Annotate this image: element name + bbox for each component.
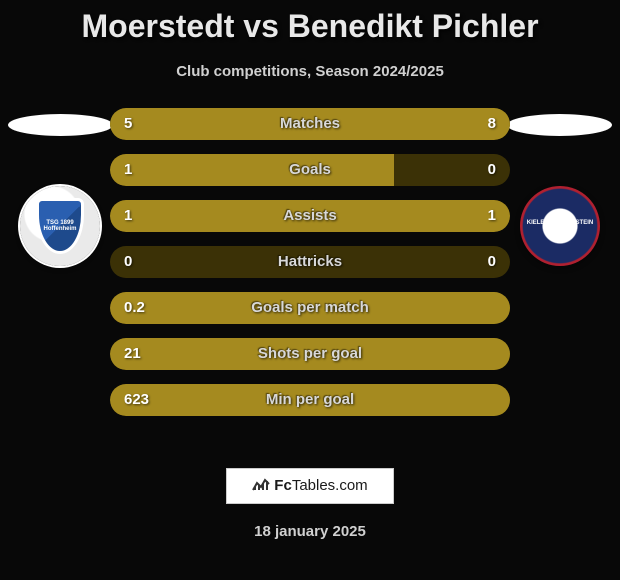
stat-row: Matches5 8 (110, 108, 510, 140)
brand-text: FcTables.com (274, 477, 367, 495)
bar-value-left: 1 (124, 200, 132, 232)
stat-row: Shots per goal21 (110, 338, 510, 370)
source-badge[interactable]: FcTables.com (226, 468, 394, 504)
bar-label: Assists (110, 200, 510, 232)
bar-value-left: 623 (124, 384, 149, 416)
crest-right-ring-text: KIELER S.V. HOLSTEIN VON 1900 (520, 220, 600, 232)
bar-value-left: 21 (124, 338, 141, 370)
subtitle: Club competitions, Season 2024/2025 (0, 63, 620, 80)
club-crest-left: TSG 1899 Hoffenheim (20, 186, 100, 266)
bar-value-left: 5 (124, 108, 132, 140)
bar-value-left: 0 (124, 246, 132, 278)
stat-row: Goals per match0.2 (110, 292, 510, 324)
club-crest-right: KIELER S.V. HOLSTEIN VON 1900 (520, 186, 600, 266)
chart-icon (252, 477, 270, 496)
crest-left-line2: Hoffenheim (44, 226, 77, 232)
shield-icon: TSG 1899 Hoffenheim (36, 198, 84, 254)
stat-row: Goals1 0 (110, 154, 510, 186)
page-title: Moerstedt vs Benedikt Pichler (0, 0, 620, 45)
stat-row: Min per goal623 (110, 384, 510, 416)
stat-row: Hattricks0 0 (110, 246, 510, 278)
bar-value-left: 1 (124, 154, 132, 186)
bar-value-right: 8 (488, 108, 496, 140)
brand-bold: Fc (274, 477, 292, 494)
bar-value-left: 0.2 (124, 292, 145, 324)
stat-row: Assists1 1 (110, 200, 510, 232)
bar-label: Hattricks (110, 246, 510, 278)
stat-bars: Matches58Goals10Assists11Hattricks00Goal… (110, 108, 510, 430)
bar-label: Shots per goal (110, 338, 510, 370)
bar-value-right: 1 (488, 200, 496, 232)
bar-label: Matches (110, 108, 510, 140)
bar-value-right: 0 (488, 246, 496, 278)
bar-label: Goals per match (110, 292, 510, 324)
player-photo-left (8, 114, 113, 136)
brand-rest: Tables.com (292, 477, 368, 494)
bar-value-right: 0 (488, 154, 496, 186)
comparison-area: TSG 1899 Hoffenheim KIELER S.V. HOLSTEIN… (0, 108, 620, 438)
player-photo-right (507, 114, 612, 136)
bar-label: Min per goal (110, 384, 510, 416)
bar-label: Goals (110, 154, 510, 186)
snapshot-date: 18 january 2025 (0, 523, 620, 540)
